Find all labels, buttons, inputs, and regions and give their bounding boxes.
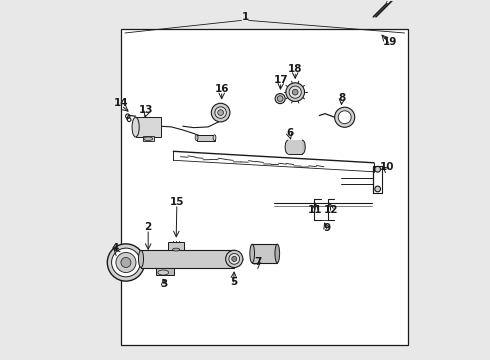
Text: 6: 6 [286, 129, 294, 138]
Text: 11: 11 [308, 206, 322, 216]
Text: 19: 19 [383, 37, 397, 47]
Bar [168, 242, 184, 249]
Ellipse shape [139, 250, 144, 267]
Bar [252, 244, 277, 263]
Text: 12: 12 [324, 206, 338, 216]
Text: 18: 18 [288, 64, 302, 74]
Circle shape [112, 248, 140, 277]
Circle shape [275, 94, 285, 104]
Text: 10: 10 [379, 162, 394, 172]
Circle shape [293, 89, 298, 95]
Circle shape [142, 254, 153, 265]
Circle shape [375, 166, 381, 172]
Circle shape [218, 110, 223, 116]
Bar [156, 267, 174, 275]
Ellipse shape [144, 137, 153, 140]
Circle shape [277, 96, 283, 102]
Circle shape [338, 111, 351, 124]
Ellipse shape [285, 140, 291, 154]
Text: 17: 17 [273, 75, 288, 85]
Text: 7: 7 [254, 257, 261, 267]
Bar [143, 136, 153, 140]
Ellipse shape [232, 250, 237, 267]
Ellipse shape [195, 135, 198, 140]
Polygon shape [173, 151, 374, 163]
Text: 3: 3 [161, 279, 168, 289]
Circle shape [375, 186, 381, 192]
Circle shape [107, 244, 145, 281]
Text: 9: 9 [324, 224, 331, 233]
Circle shape [116, 252, 136, 273]
Circle shape [335, 107, 355, 127]
Text: 14: 14 [114, 98, 128, 108]
Circle shape [232, 256, 237, 261]
Text: 4: 4 [112, 243, 119, 253]
Polygon shape [173, 160, 374, 172]
Ellipse shape [275, 244, 280, 263]
Ellipse shape [132, 117, 139, 137]
Ellipse shape [172, 248, 180, 251]
Circle shape [215, 107, 226, 118]
Ellipse shape [213, 135, 216, 140]
Bar [196, 135, 215, 140]
Circle shape [289, 86, 301, 98]
Bar [136, 117, 161, 137]
Circle shape [229, 253, 240, 264]
Bar [288, 140, 302, 154]
Text: 15: 15 [170, 197, 184, 207]
Ellipse shape [299, 140, 305, 154]
Circle shape [121, 257, 131, 267]
Bar [141, 250, 234, 267]
Circle shape [286, 83, 304, 102]
Circle shape [144, 256, 151, 263]
Bar [122, 30, 408, 345]
Text: 16: 16 [215, 84, 229, 94]
Ellipse shape [250, 244, 254, 263]
Circle shape [211, 103, 230, 122]
Text: 13: 13 [139, 105, 154, 115]
Text: 2: 2 [145, 222, 152, 231]
Ellipse shape [158, 270, 169, 275]
Ellipse shape [387, 0, 391, 4]
Ellipse shape [388, 0, 393, 2]
Text: 5: 5 [230, 277, 237, 287]
Text: 1: 1 [242, 12, 248, 22]
Circle shape [225, 250, 243, 267]
Text: 8: 8 [338, 93, 345, 103]
